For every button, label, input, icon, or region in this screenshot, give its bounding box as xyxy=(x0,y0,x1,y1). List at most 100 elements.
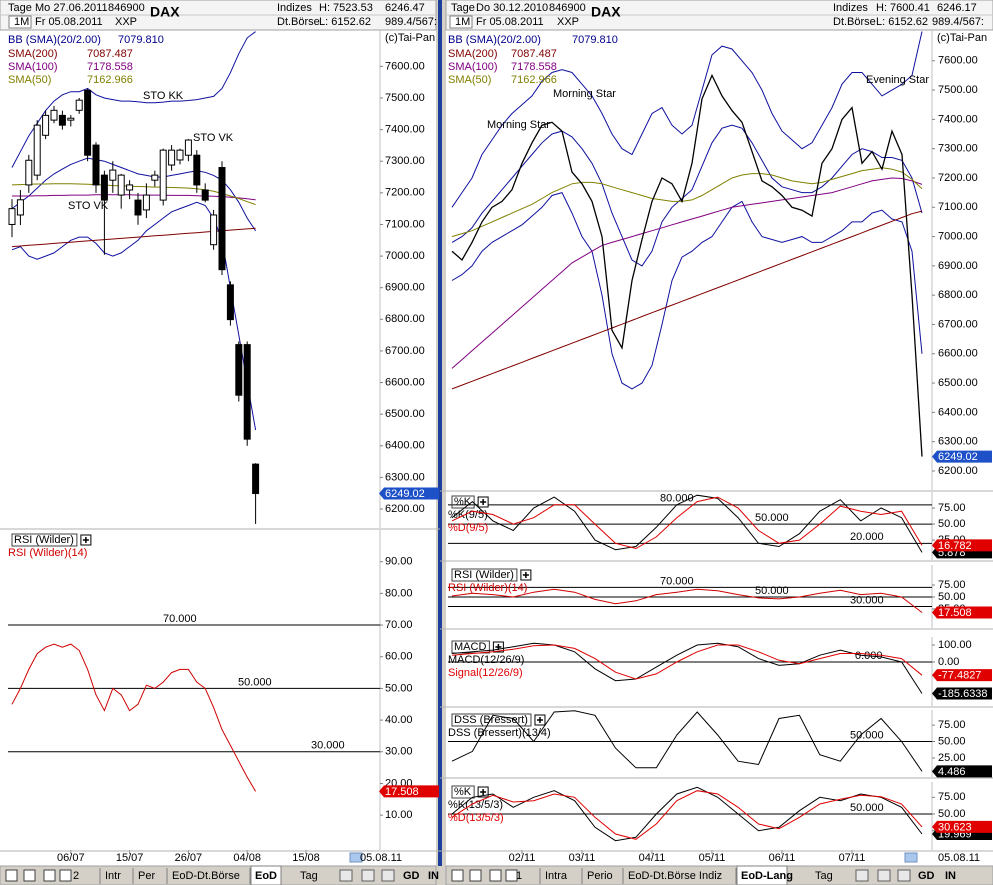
indicator-line xyxy=(451,494,923,553)
toolbar-button[interactable]: IN xyxy=(945,870,956,882)
y-tick-label: 6900.00 xyxy=(938,260,978,272)
x-axis-date: 05.08.11 xyxy=(360,852,402,864)
y-tick-label: 7200.00 xyxy=(938,172,978,184)
legend-name: Signal(12/26/9) xyxy=(448,667,523,679)
candle-body xyxy=(16,199,24,216)
panel-add-icon[interactable] xyxy=(480,789,487,795)
toolbar-button[interactable]: GD xyxy=(918,870,935,882)
tab[interactable]: Intra xyxy=(545,870,568,882)
panel-title: MACD xyxy=(454,641,486,653)
y-tick-label: 25.00 xyxy=(938,752,966,764)
tab[interactable]: EoD xyxy=(255,870,277,882)
candle-body xyxy=(201,189,209,201)
toolbar-button[interactable]: GD xyxy=(403,870,420,882)
y-tick-label: 6700.00 xyxy=(938,318,978,330)
interval-select[interactable]: Tag xyxy=(300,870,318,882)
y-tick-label: 7600.00 xyxy=(938,55,978,67)
annotation: Morning Star xyxy=(553,88,616,100)
level-label: 50.000 xyxy=(850,729,884,741)
indicator-line xyxy=(11,183,256,205)
value-box-label: 30.623 xyxy=(938,821,972,833)
candle-body xyxy=(84,89,92,156)
panel-add-icon[interactable] xyxy=(536,717,543,723)
toolbar-icon[interactable] xyxy=(43,869,56,882)
tab[interactable]: EoD-Dt.Börse Indiz xyxy=(628,870,722,882)
y-tick-label: 50.00 xyxy=(938,591,966,603)
y-tick-label: 7600.00 xyxy=(385,60,425,72)
panel-add-icon[interactable] xyxy=(82,537,89,543)
toolbar-icon[interactable] xyxy=(897,869,911,882)
candle-body xyxy=(117,174,125,196)
header-name: DAX xyxy=(150,4,180,20)
toolbar-icon[interactable] xyxy=(505,869,518,882)
level-label: 50.000 xyxy=(238,676,272,688)
header-range: 1M xyxy=(455,16,470,28)
toolbar-icon[interactable] xyxy=(59,869,72,882)
legend-name: SMA(100) xyxy=(8,61,58,73)
x-tick-label: 06/07 xyxy=(57,852,85,864)
toolbar-icon[interactable] xyxy=(361,869,375,882)
header-to: Fr 05.08.2011 xyxy=(476,16,544,28)
x-tick-label: 06/11 xyxy=(769,852,796,864)
y-tick-label: 6400.00 xyxy=(938,406,978,418)
header-period: Tage xyxy=(451,2,475,14)
panel-title: RSI (Wilder) xyxy=(14,534,74,546)
toolbar-icon[interactable] xyxy=(469,869,482,882)
y-tick-label: 60.00 xyxy=(385,651,413,663)
toolbar-icon[interactable] xyxy=(489,869,502,882)
y-tick-label: 75.00 xyxy=(938,502,966,514)
tab[interactable]: Intr xyxy=(105,870,121,882)
toolbar-icon[interactable] xyxy=(451,869,464,882)
tab[interactable]: EoD-Lang xyxy=(741,870,793,882)
value-box xyxy=(379,487,439,500)
interval-select[interactable]: Tag xyxy=(815,870,833,882)
toolbar-icon[interactable] xyxy=(339,869,353,882)
panel-add-icon[interactable] xyxy=(480,499,487,505)
level-label: 70.000 xyxy=(660,575,694,587)
tab[interactable]: EoD-Dt.Börse xyxy=(172,870,240,882)
x-tick-label: 05/11 xyxy=(699,852,726,864)
level-label: 50.000 xyxy=(755,512,789,524)
copyright: (c)Tai-Pan xyxy=(385,32,435,44)
toolbar-icon[interactable] xyxy=(855,869,869,882)
panel-add-icon[interactable] xyxy=(522,572,529,578)
tab[interactable]: Per xyxy=(138,870,155,882)
candle-body xyxy=(210,214,218,246)
panel-title-box xyxy=(451,495,475,509)
candle-body xyxy=(75,99,83,111)
header-code: 846900 xyxy=(108,2,145,14)
toolbar-icon[interactable] xyxy=(381,869,395,882)
header-from: Do 30.12.2010 xyxy=(476,2,548,14)
toolbar-icon[interactable] xyxy=(877,869,891,882)
x-tick-label: 15/07 xyxy=(116,852,144,864)
annotation: STO KK xyxy=(143,90,184,102)
level-label: 70.000 xyxy=(163,613,197,625)
toolbar-icon[interactable] xyxy=(23,869,36,882)
y-tick-label: 90.00 xyxy=(385,556,413,568)
tab[interactable]: Perio xyxy=(587,870,613,882)
bollinger-middle xyxy=(451,124,923,267)
panel-title: RSI (Wilder) xyxy=(454,569,514,581)
x-tick-label: 03/11 xyxy=(569,852,596,864)
y-tick-label: 40.00 xyxy=(385,714,413,726)
level-label: 50.000 xyxy=(850,802,884,814)
legend-name: BB (SMA)(20/2.00) xyxy=(448,34,541,46)
candle-body xyxy=(58,114,66,126)
legend-name: RSI (Wilder)(14) xyxy=(448,582,527,594)
header-code: 846900 xyxy=(549,2,586,14)
header-group: Indizes xyxy=(277,2,312,14)
y-tick-label: 6200.00 xyxy=(385,503,425,515)
y-tick-label: 7500.00 xyxy=(385,92,425,104)
y-tick-label: 75.00 xyxy=(938,579,966,591)
toolbar-button[interactable]: IN xyxy=(428,870,439,882)
toolbar-icon[interactable] xyxy=(5,869,18,882)
y-tick-label: 50.00 xyxy=(938,735,966,747)
y-tick-label: 6200.00 xyxy=(938,465,978,477)
candle-body xyxy=(159,149,167,201)
indicator-line xyxy=(451,167,923,238)
value-box xyxy=(932,450,992,463)
value-box-label: 6249.02 xyxy=(385,488,425,500)
legend-name: MACD(12/26/9) xyxy=(448,654,524,666)
candle-body xyxy=(226,284,234,321)
value-box-label: 4.486 xyxy=(938,766,966,778)
